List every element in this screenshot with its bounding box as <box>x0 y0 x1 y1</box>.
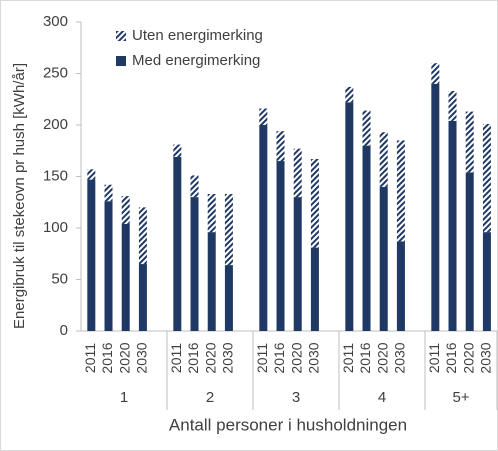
bar-segment <box>293 148 302 198</box>
bar-segment <box>379 186 388 331</box>
x-tick-label: 2030 <box>478 342 494 373</box>
bar-segment <box>276 131 285 162</box>
x-tick-label: 2011 <box>168 343 184 373</box>
bar-segment <box>121 196 130 224</box>
x-tick-label: 2030 <box>220 342 236 373</box>
bar-segment <box>138 264 147 331</box>
x-tick-label: 2011 <box>82 343 98 373</box>
bar-segment <box>448 120 457 331</box>
legend-swatch <box>116 31 126 41</box>
bar-segment <box>87 169 96 180</box>
legend-label: Med energimerking <box>132 52 260 69</box>
y-tick-label: 0 <box>60 322 68 339</box>
bar-segment <box>379 132 388 187</box>
bar-segment <box>87 179 96 331</box>
x-tick-label: 2030 <box>392 342 408 373</box>
bar-segment <box>431 83 440 331</box>
y-tick-label: 200 <box>43 116 68 133</box>
bar-segment <box>259 108 268 125</box>
y-tick-label: 250 <box>43 64 68 81</box>
group-label: 4 <box>378 389 386 406</box>
legend-swatch <box>116 56 126 66</box>
group-label: 1 <box>120 389 128 406</box>
bar-segment <box>310 247 319 331</box>
x-tick-label: 2030 <box>306 342 322 373</box>
x-tick-label: 2020 <box>460 342 476 373</box>
bar-segment <box>293 197 302 331</box>
bar-segment <box>465 172 474 331</box>
bar-segment <box>224 194 233 266</box>
bar-segment <box>173 144 182 157</box>
bar-segment <box>190 197 199 331</box>
x-tick-label: 2020 <box>202 342 218 373</box>
bar-segment <box>431 63 440 84</box>
bar-segment <box>259 125 268 331</box>
x-tick-label: 2020 <box>116 342 132 373</box>
bar-segment <box>345 86 354 103</box>
x-tick-label: 2020 <box>374 342 390 373</box>
bar-segment <box>310 158 319 248</box>
x-tick-label: 2030 <box>134 342 150 373</box>
bar-segment <box>104 184 113 202</box>
bar-segment <box>121 223 130 331</box>
bar-segment <box>207 232 216 331</box>
bar-segment <box>362 110 371 146</box>
bar-segment <box>138 207 147 265</box>
bar-segment <box>190 175 199 198</box>
y-tick-label: 100 <box>43 219 68 236</box>
x-axis-label: Antall personer i husholdningen <box>169 415 407 434</box>
bar-segment <box>207 194 216 233</box>
y-tick-label: 300 <box>43 13 68 30</box>
x-tick-label: 2016 <box>357 342 373 373</box>
y-tick-label: 50 <box>51 270 68 287</box>
x-tick-label: 2016 <box>185 342 201 373</box>
bar-segment <box>482 123 491 233</box>
x-tick-label: 2016 <box>271 342 287 373</box>
bar-segment <box>448 91 457 121</box>
group-label: 2 <box>206 389 214 406</box>
legend-label: Uten energimerking <box>132 27 263 44</box>
y-tick-label: 150 <box>43 167 68 184</box>
x-tick-label: 2016 <box>99 342 115 373</box>
x-tick-label: 2011 <box>426 343 442 373</box>
y-axis-label: Energibruk til stekeovn pr hush [kWh/år] <box>11 63 28 329</box>
bar-segment <box>396 140 405 242</box>
x-tick-label: 2016 <box>443 342 459 373</box>
bar-segment <box>362 145 371 331</box>
group-label: 5+ <box>452 389 469 406</box>
x-tick-label: 2011 <box>254 343 270 373</box>
group-label: 3 <box>292 389 300 406</box>
bar-segment <box>104 201 113 331</box>
bar-segment <box>224 265 233 331</box>
bar-segment <box>276 161 285 331</box>
bar-segment <box>345 102 354 331</box>
bar-segment <box>482 232 491 331</box>
bar-segment <box>173 156 182 331</box>
x-tick-label: 2011 <box>340 343 356 373</box>
bar-segment <box>396 241 405 331</box>
bar-segment <box>465 111 474 173</box>
x-tick-label: 2020 <box>288 342 304 373</box>
